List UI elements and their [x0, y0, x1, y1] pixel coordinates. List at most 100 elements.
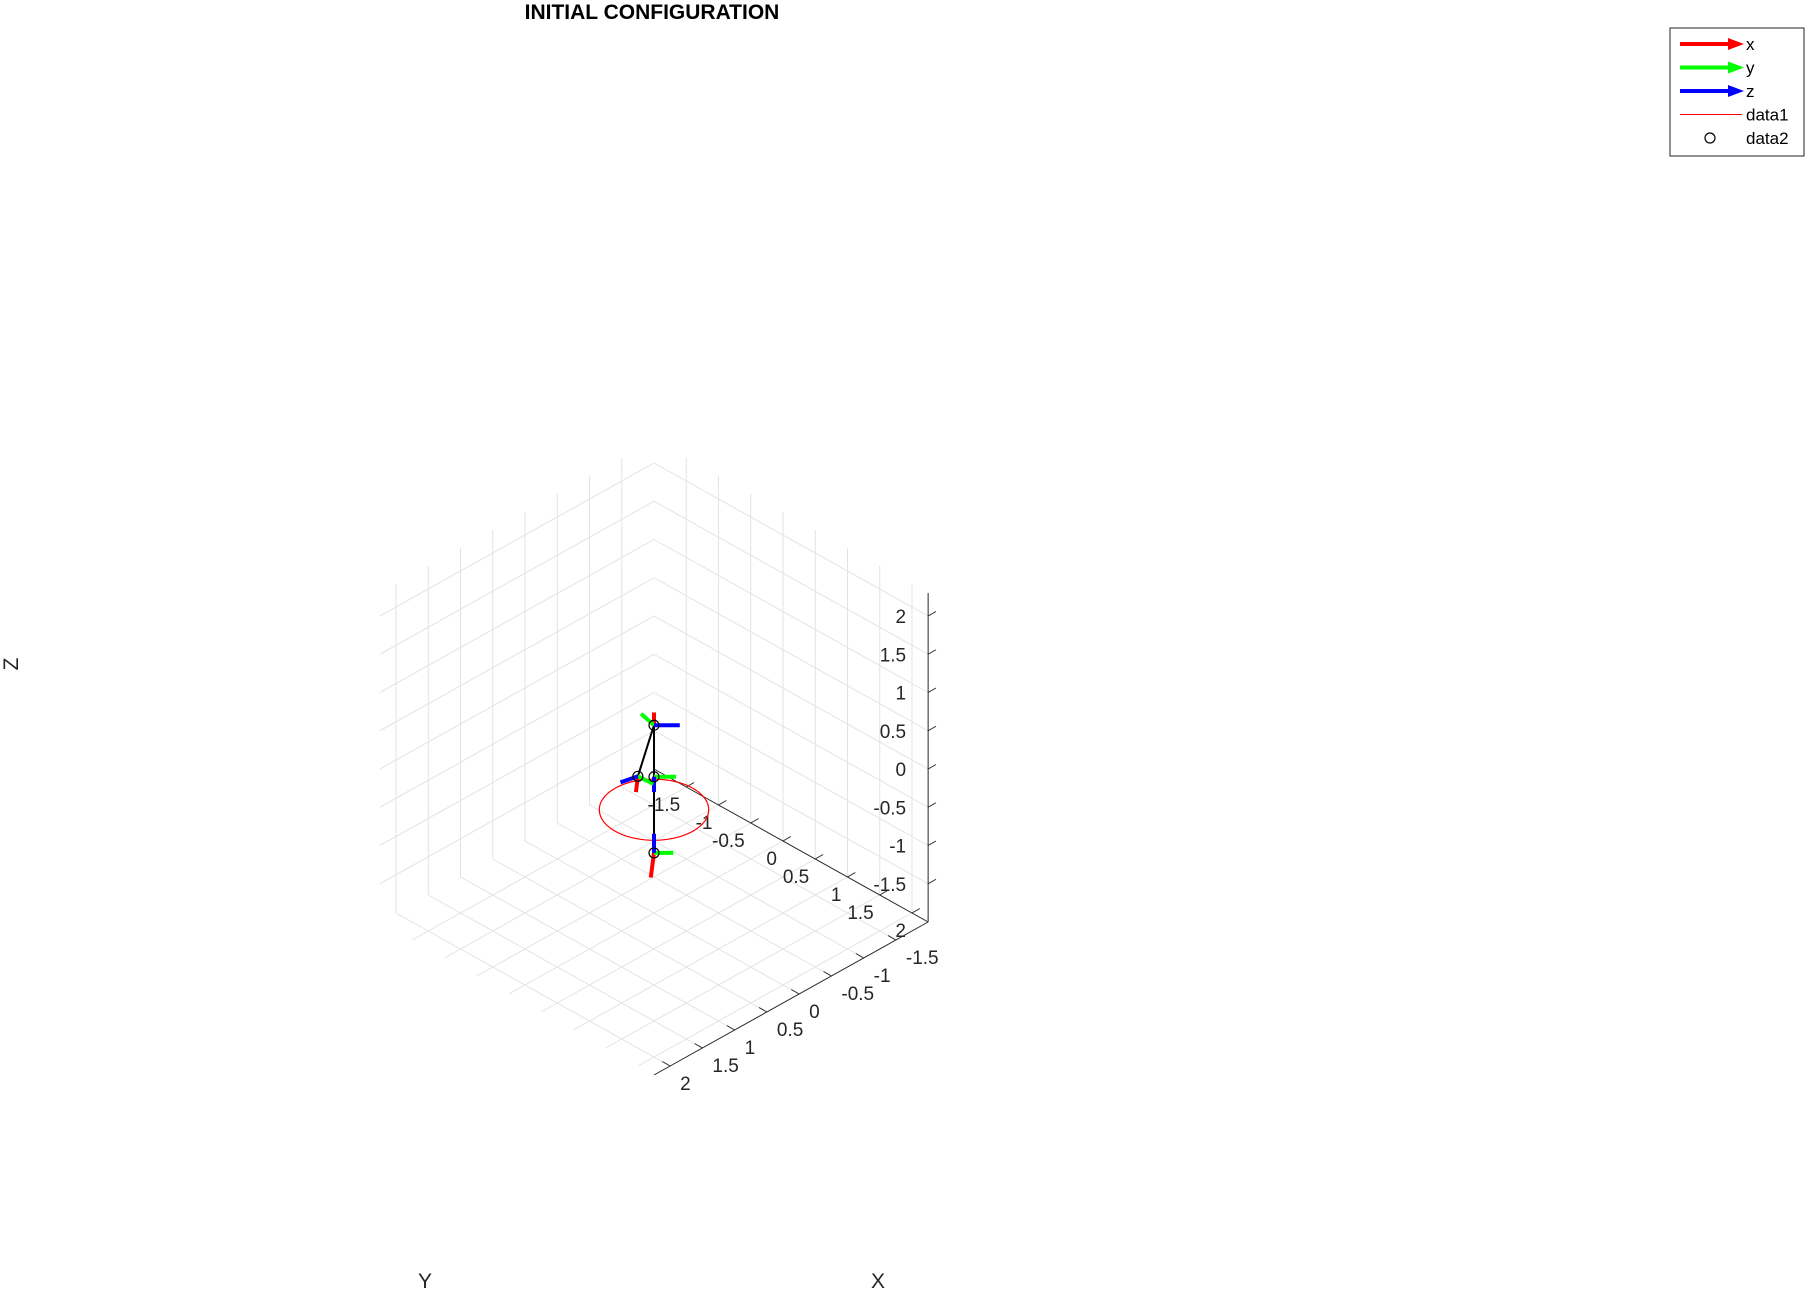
- y-tick-label: -0.5: [712, 831, 745, 852]
- y-tick-label: 2: [895, 921, 906, 942]
- x-tick-label: 0: [809, 1002, 820, 1023]
- grid-line-x-floor: [428, 894, 703, 1049]
- data2-marker: [648, 847, 660, 859]
- y-tick-label: -1.5: [648, 795, 681, 816]
- z-axis-label: Z: [0, 657, 23, 670]
- grid-line-z-left: [653, 653, 929, 808]
- grid-line-x-floor: [492, 858, 768, 1013]
- x-tick-label: 1.5: [712, 1056, 738, 1077]
- legend-y-label: y: [1746, 59, 1755, 78]
- grid-line-y-floor: [508, 840, 784, 995]
- grid-line-z-right: [379, 692, 655, 846]
- grid-line-z-right: [379, 615, 655, 770]
- z-tick-label: 1.5: [880, 645, 906, 666]
- grid-line-z-right: [379, 462, 655, 617]
- data2-marker: [632, 770, 644, 782]
- y-tick-mark: [718, 800, 727, 806]
- legend[interactable]: xyz data1 data2: [1669, 27, 1805, 157]
- x-tick-mark: [758, 1007, 768, 1013]
- grid-line-z-right: [379, 577, 655, 732]
- grid-line-z-left: [653, 615, 929, 770]
- x-tick-mark: [694, 1043, 703, 1049]
- legend-data2-label: data2: [1746, 129, 1789, 148]
- legend-z-label: z: [1746, 82, 1755, 101]
- z-tick-mark: [927, 611, 937, 617]
- grid-line-y-floor: [540, 858, 816, 1013]
- grid-line-z-right: [379, 653, 655, 808]
- y-axis-line: [653, 768, 929, 923]
- grid-line-x-floor: [621, 786, 897, 941]
- z-tick-label: 0: [896, 760, 907, 781]
- y-tick-label: 1.5: [847, 903, 873, 924]
- z-tick-mark: [927, 840, 937, 846]
- data1-ellipse: [598, 778, 710, 841]
- data2-link-line: [636, 724, 655, 853]
- grid-line-z-left: [653, 692, 929, 846]
- plot-series: [598, 712, 710, 878]
- grid-line-z-left: [653, 462, 929, 617]
- grid-line-x-floor: [589, 804, 864, 959]
- grid-line-z-right: [379, 539, 655, 693]
- z-tick-label: 1: [896, 684, 907, 705]
- x-tick-mark: [823, 971, 832, 977]
- grid-line-z-left: [653, 577, 929, 732]
- x-tick-mark: [791, 989, 800, 995]
- z-tick-mark: [927, 725, 937, 732]
- x-axis-line: [653, 921, 929, 1076]
- x-tick-mark: [855, 953, 864, 959]
- x-tick-label: 2: [680, 1074, 691, 1095]
- z-tick-mark: [927, 649, 937, 655]
- y-axis-label: Y: [418, 1270, 432, 1293]
- z-tick-mark: [927, 802, 937, 808]
- grid-line-x-floor: [524, 840, 800, 995]
- grid-line-y-floor: [573, 876, 848, 1031]
- grid-line-z-right: [379, 730, 655, 885]
- frame-x-arrow: [633, 776, 640, 793]
- chart-title: INITIAL CONFIGURATION: [525, 1, 780, 24]
- z-tick-label: 2: [896, 607, 907, 628]
- grid-line-y-floor: [476, 822, 751, 977]
- grid-line-y-floor: [411, 786, 687, 941]
- grid-line-z-left: [653, 539, 929, 693]
- x-axis-label: X: [871, 1270, 885, 1293]
- x-tick-mark: [887, 935, 897, 941]
- frame-y-arrow: [636, 774, 655, 786]
- y-tick-mark: [750, 818, 759, 824]
- z-tick-label: -0.5: [873, 798, 906, 819]
- legend-z-arrowhead: [1728, 85, 1744, 97]
- z-tick-mark: [927, 687, 937, 693]
- y-tick-mark: [911, 908, 921, 914]
- x-tick-label: 1: [745, 1038, 756, 1059]
- z-tick-label: -1.5: [873, 875, 906, 896]
- x-tick-label: 0.5: [777, 1020, 803, 1041]
- grid-line-x-floor: [557, 822, 832, 977]
- x-tick-label: -1: [874, 966, 891, 987]
- x-tick-mark: [726, 1025, 735, 1031]
- data2-marker: [648, 771, 660, 783]
- legend-x-label: x: [1746, 35, 1755, 54]
- x-tick-label: -1.5: [906, 948, 939, 969]
- grid-line-x-floor: [395, 912, 671, 1067]
- grid-line-x-floor: [460, 876, 735, 1031]
- y-tick-label: -1: [696, 813, 713, 834]
- grid-line-z-left: [653, 500, 929, 655]
- axes: [653, 593, 937, 1076]
- grid-lines: [379, 458, 929, 1067]
- y-tick-mark: [879, 890, 888, 896]
- z-tick-label: 0.5: [880, 722, 906, 743]
- grid-line-y-floor: [637, 912, 913, 1067]
- x-tick-mark: [662, 1061, 671, 1067]
- frame-z-arrow: [619, 774, 639, 785]
- grid-line-z-right: [379, 500, 655, 655]
- y-tick-label: 0.5: [783, 867, 809, 888]
- y-tick-mark: [815, 854, 824, 860]
- y-tick-label: 0: [766, 849, 777, 870]
- legend-y-arrowhead: [1728, 61, 1744, 74]
- grid-line-y-floor: [605, 894, 880, 1049]
- y-tick-mark: [847, 872, 856, 878]
- legend-x-arrowhead: [1728, 38, 1744, 50]
- tick-labels: -1.5-1-0.500.511.52-1.5-1-0.500.511.52-1…: [648, 607, 939, 1095]
- z-tick-label: -1: [889, 837, 906, 858]
- y-tick-mark: [782, 836, 792, 842]
